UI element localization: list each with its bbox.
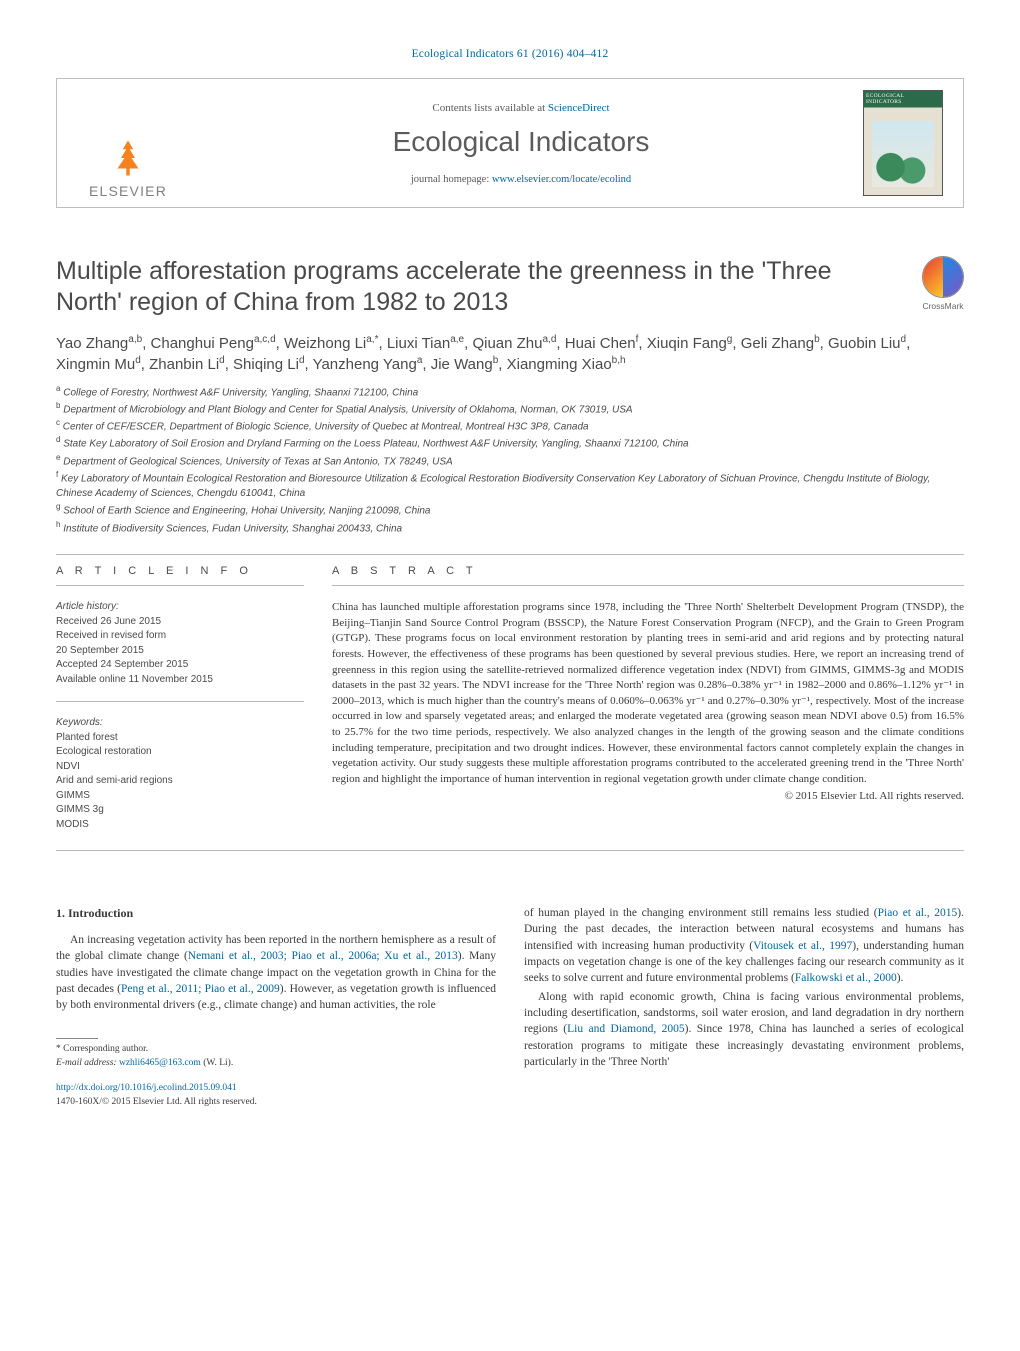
citation-link[interactable]: Peng et al., 2011; Piao et al., 2009 xyxy=(121,983,280,995)
sciencedirect-link[interactable]: ScienceDirect xyxy=(548,102,610,114)
crossmark-badge[interactable]: CrossMark xyxy=(922,256,964,311)
body-column-left: 1. Introduction An increasing vegetation… xyxy=(56,905,496,1110)
abstract-text: China has launched multiple afforestatio… xyxy=(332,600,964,787)
citation-link[interactable]: Piao et al., 2015 xyxy=(878,907,958,919)
citation-link[interactable]: Falkowski et al., 2000 xyxy=(795,972,897,984)
section-heading-introduction: 1. Introduction xyxy=(56,905,496,922)
affiliation-line: f Key Laboratory of Mountain Ecological … xyxy=(56,469,964,501)
journal-homepage-line: journal homepage: www.elsevier.com/locat… xyxy=(411,174,631,185)
keyword-item: NDVI xyxy=(56,760,304,775)
email-line: E-mail address: wzhli6465@163.com (W. Li… xyxy=(56,1057,496,1071)
publisher-logo-block: ELSEVIER xyxy=(57,79,199,207)
crossmark-icon xyxy=(922,256,964,298)
abstract-copyright: © 2015 Elsevier Ltd. All rights reserved… xyxy=(332,790,964,802)
elsevier-tree-icon xyxy=(107,137,149,179)
corresponding-email-link[interactable]: wzhli6465@163.com xyxy=(119,1058,201,1068)
article-title: Multiple afforestation programs accelera… xyxy=(56,256,904,319)
affiliation-line: c Center of CEF/ESCER, Department of Bio… xyxy=(56,417,964,434)
body-text: ). xyxy=(897,972,904,984)
affiliations-list: a College of Forestry, Northwest A&F Uni… xyxy=(56,383,964,537)
affiliation-line: a College of Forestry, Northwest A&F Uni… xyxy=(56,383,964,400)
abstract-heading: A B S T R A C T xyxy=(332,565,964,577)
divider xyxy=(56,585,304,586)
keyword-item: Ecological restoration xyxy=(56,745,304,760)
citation-link[interactable]: Nemani et al., 2003; Piao et al., 2006a;… xyxy=(188,950,458,962)
history-line: 20 September 2015 xyxy=(56,644,304,659)
affiliation-line: e Department of Geological Sciences, Uni… xyxy=(56,452,964,469)
article-info-heading: A R T I C L E I N F O xyxy=(56,565,304,577)
article-history: Article history: Received 26 June 2015Re… xyxy=(56,600,304,687)
issn-copyright-line: 1470-160X/© 2015 Elsevier Ltd. All right… xyxy=(56,1096,496,1110)
history-line: Accepted 24 September 2015 xyxy=(56,658,304,673)
keyword-item: GIMMS xyxy=(56,789,304,804)
keyword-item: MODIS xyxy=(56,818,304,833)
publisher-name: ELSEVIER xyxy=(89,183,167,199)
doi-link[interactable]: http://dx.doi.org/10.1016/j.ecolind.2015… xyxy=(56,1083,237,1093)
journal-header: ELSEVIER Contents lists available at Sci… xyxy=(56,78,964,208)
journal-name: Ecological Indicators xyxy=(393,126,650,158)
history-line: Available online 11 November 2015 xyxy=(56,673,304,688)
affiliation-line: h Institute of Biodiversity Sciences, Fu… xyxy=(56,519,964,536)
journal-homepage-link[interactable]: www.elsevier.com/locate/ecolind xyxy=(492,174,631,185)
cover-title: ECOLOGICAL INDICATORS xyxy=(866,93,940,105)
homepage-prefix: journal homepage: xyxy=(411,174,492,185)
divider xyxy=(56,554,964,555)
divider xyxy=(56,850,964,851)
divider xyxy=(332,585,964,586)
history-title: Article history: xyxy=(56,600,304,615)
issue-reference[interactable]: Ecological Indicators 61 (2016) 404–412 xyxy=(56,48,964,60)
citation-link[interactable]: Vitousek et al., 1997 xyxy=(753,940,852,952)
citation-link[interactable]: Liu and Diamond, 2005 xyxy=(567,1023,685,1035)
corresponding-author-note: * Corresponding author. xyxy=(56,1043,496,1057)
history-line: Received 26 June 2015 xyxy=(56,615,304,630)
affiliation-line: d State Key Laboratory of Soil Erosion a… xyxy=(56,434,964,451)
footnote-rule xyxy=(56,1038,98,1039)
email-label: E-mail address: xyxy=(56,1058,119,1068)
doi-line: http://dx.doi.org/10.1016/j.ecolind.2015… xyxy=(56,1082,496,1096)
email-suffix: (W. Li). xyxy=(201,1058,233,1068)
keywords-block: Keywords: Planted forestEcological resto… xyxy=(56,716,304,832)
history-line: Received in revised form xyxy=(56,629,304,644)
cover-image xyxy=(872,121,934,187)
body-column-right: of human played in the changing environm… xyxy=(524,905,964,1110)
contents-prefix: Contents lists available at xyxy=(432,102,547,114)
affiliation-line: b Department of Microbiology and Plant B… xyxy=(56,400,964,417)
crossmark-label: CrossMark xyxy=(922,301,963,311)
keyword-item: Planted forest xyxy=(56,731,304,746)
journal-cover-block: ECOLOGICAL INDICATORS xyxy=(843,79,963,207)
authors-list: Yao Zhanga,b, Changhui Penga,c,d, Weizho… xyxy=(56,333,964,375)
footer-block: * Corresponding author. E-mail address: … xyxy=(56,1038,496,1110)
keywords-title: Keywords: xyxy=(56,716,304,731)
journal-header-center: Contents lists available at ScienceDirec… xyxy=(199,79,843,207)
affiliation-line: g School of Earth Science and Engineerin… xyxy=(56,501,964,518)
keyword-item: GIMMS 3g xyxy=(56,803,304,818)
contents-available-line: Contents lists available at ScienceDirec… xyxy=(432,102,609,114)
journal-cover-thumbnail[interactable]: ECOLOGICAL INDICATORS xyxy=(863,90,943,196)
keyword-item: Arid and semi-arid regions xyxy=(56,774,304,789)
body-text: of human played in the changing environm… xyxy=(524,907,878,919)
divider xyxy=(56,701,304,702)
